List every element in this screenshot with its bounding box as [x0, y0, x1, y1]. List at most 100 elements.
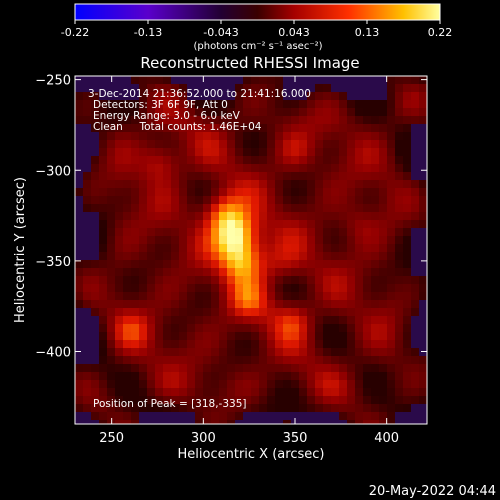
heatmap-cell — [371, 228, 380, 237]
colorbar-tick-label: 0.043 — [278, 26, 310, 39]
heatmap-cell — [171, 364, 180, 373]
heatmap-cell — [83, 172, 92, 181]
heatmap-cell — [371, 292, 380, 301]
heatmap-cell — [75, 268, 84, 277]
heatmap-cell — [83, 236, 92, 245]
heatmap-cell — [83, 100, 92, 109]
heatmap-cell — [115, 252, 124, 261]
heatmap-cell — [419, 108, 427, 117]
heatmap-cell — [403, 148, 412, 157]
heatmap-cell — [147, 396, 156, 405]
heatmap-cell — [403, 324, 412, 333]
heatmap-cell — [347, 92, 356, 101]
heatmap-cell — [251, 260, 260, 269]
heatmap-cell — [299, 132, 308, 141]
heatmap-cell — [75, 156, 84, 165]
heatmap-cell — [171, 276, 180, 285]
heatmap-cell — [347, 116, 356, 125]
heatmap-cell — [163, 252, 172, 261]
heatmap-cell — [147, 84, 156, 93]
heatmap-cell — [411, 412, 420, 421]
heatmap-cell — [243, 308, 252, 317]
heatmap-cell — [227, 388, 236, 397]
heatmap-cell — [283, 236, 292, 245]
heatmap-cell — [251, 132, 260, 141]
heatmap-cell — [155, 268, 164, 277]
heatmap-cell — [371, 420, 380, 424]
heatmap-cell — [155, 196, 164, 205]
heatmap-cell — [115, 332, 124, 341]
heatmap-cell — [411, 140, 420, 149]
heatmap-cell — [411, 268, 420, 277]
heatmap-cell — [403, 372, 412, 381]
heatmap-cell — [155, 108, 164, 117]
heatmap-cell — [83, 188, 92, 197]
heatmap-cell — [171, 340, 180, 349]
heatmap-cell — [307, 420, 316, 424]
heatmap-cell — [419, 84, 427, 93]
heatmap-cell — [403, 308, 412, 317]
heatmap-cell — [99, 84, 108, 93]
heatmap-cell — [131, 196, 140, 205]
heatmap-cell — [195, 300, 204, 309]
heatmap-cell — [395, 204, 404, 213]
heatmap-cell — [275, 332, 284, 341]
heatmap-cell — [363, 140, 372, 149]
heatmap-cell — [195, 380, 204, 389]
heatmap-cell — [147, 308, 156, 317]
heatmap-cell — [267, 332, 276, 341]
heatmap-cell — [171, 140, 180, 149]
heatmap-cell — [203, 244, 212, 253]
heatmap-cell — [291, 412, 300, 421]
heatmap-cell — [147, 220, 156, 229]
heatmap-cell — [115, 92, 124, 101]
heatmap-cell — [299, 284, 308, 293]
heatmap-cell — [227, 412, 236, 421]
heatmap-cell — [219, 364, 228, 373]
heatmap-cell — [107, 396, 116, 405]
heatmap-cell — [195, 92, 204, 101]
heatmap-cell — [419, 76, 427, 85]
heatmap-cell — [251, 92, 260, 101]
heatmap-cell — [267, 140, 276, 149]
heatmap-cell — [139, 348, 148, 357]
heatmap-cell — [411, 404, 420, 413]
heatmap-cell — [283, 228, 292, 237]
heatmap-cell — [203, 164, 212, 173]
heatmap-cell — [131, 396, 140, 405]
heatmap-cell — [275, 340, 284, 349]
heatmap-cell — [139, 76, 148, 85]
heatmap-cell — [163, 404, 172, 413]
heatmap-cell — [99, 164, 108, 173]
heatmap-cell — [363, 212, 372, 221]
colorbar-tick-label: -0.22 — [61, 26, 89, 39]
heatmap-cell — [211, 124, 220, 133]
heatmap-cell — [379, 164, 388, 173]
heatmap-cell — [75, 412, 84, 421]
heatmap-cell — [171, 148, 180, 157]
heatmap-cell — [299, 372, 308, 381]
heatmap-cell — [75, 340, 84, 349]
heatmap-cell — [83, 148, 92, 157]
heatmap-cell — [355, 220, 364, 229]
heatmap-cell — [179, 404, 188, 413]
heatmap-cell — [323, 372, 332, 381]
heatmap-cell — [195, 364, 204, 373]
heatmap-cell — [323, 388, 332, 397]
heatmap-cell — [299, 396, 308, 405]
heatmap-cell — [331, 396, 340, 405]
heatmap-cell — [243, 404, 252, 413]
heatmap-cell — [363, 172, 372, 181]
heatmap-cell — [211, 108, 220, 117]
heatmap-cell — [315, 84, 324, 93]
heatmap-cell — [179, 236, 188, 245]
heatmap-cell — [243, 332, 252, 341]
heatmap-cell — [227, 420, 236, 424]
heatmap-cell — [379, 252, 388, 261]
heatmap-cell — [339, 252, 348, 261]
heatmap-cell — [115, 124, 124, 133]
heatmap-cell — [147, 420, 156, 424]
heatmap-cell — [371, 196, 380, 205]
heatmap-cell — [163, 284, 172, 293]
heatmap-cell — [203, 340, 212, 349]
